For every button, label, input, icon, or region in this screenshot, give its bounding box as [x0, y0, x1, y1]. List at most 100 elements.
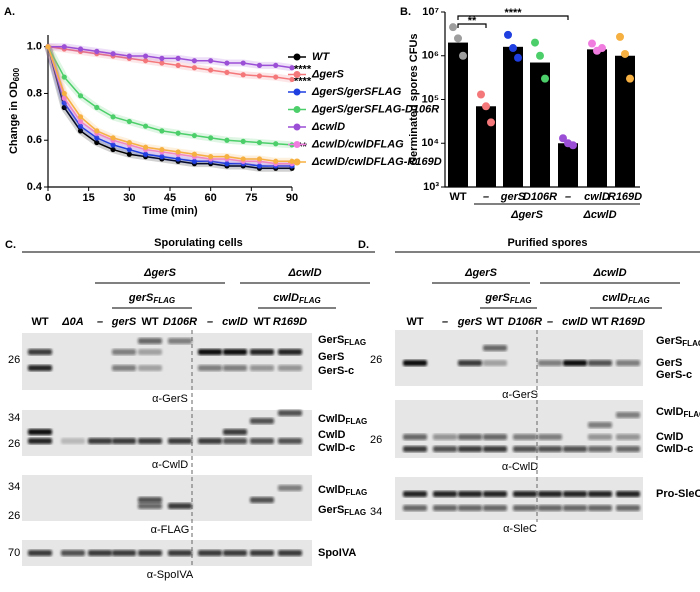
antibody-label: α-FLAG [151, 524, 190, 536]
marker [143, 144, 149, 150]
bar [587, 49, 607, 187]
data-point [449, 23, 457, 32]
band [538, 505, 562, 511]
group-label: ΔcwlD [582, 209, 616, 221]
bar [503, 46, 523, 188]
band [483, 345, 507, 351]
lane-label: – [442, 316, 448, 328]
band [28, 438, 52, 444]
mw-marker: 26 [8, 354, 20, 366]
bar [615, 55, 635, 187]
x-tick-label: gerS [500, 191, 526, 203]
data-point [569, 141, 577, 150]
antibody-label: α-CwlD [502, 461, 538, 473]
band [483, 491, 507, 497]
y-label-sub: 600 [12, 67, 21, 81]
band [616, 434, 640, 440]
y-tick-label: 10³ [423, 181, 439, 193]
band [250, 365, 274, 371]
band [168, 338, 192, 344]
data-point [541, 74, 549, 83]
marker [126, 118, 132, 125]
band [403, 434, 427, 440]
band [28, 550, 52, 556]
band [223, 365, 247, 371]
marker [273, 158, 279, 164]
band-label-sub: FLAG [344, 508, 366, 517]
band-label-main: GerS [318, 351, 344, 363]
band [588, 422, 612, 428]
band [168, 503, 192, 509]
x-tick-label: WT [449, 191, 466, 203]
marker [256, 62, 263, 68]
complement-group-sub: FLAG [628, 296, 650, 305]
band-label: Pro-SleC [656, 488, 700, 500]
complement-group-main: cwlD [273, 292, 299, 304]
marker [61, 74, 67, 80]
lane-label: D106R [163, 316, 197, 328]
band [88, 550, 112, 556]
y-label-main: Change in OD [8, 81, 20, 154]
band [403, 491, 427, 497]
marker [273, 141, 279, 147]
band [538, 360, 562, 366]
marker [175, 55, 181, 61]
mw-marker: 70 [8, 547, 20, 559]
data-point [598, 44, 606, 53]
legend-marker [293, 123, 301, 131]
band [538, 446, 562, 452]
band-label-main: GerS [656, 357, 682, 369]
marker [159, 146, 165, 153]
band [483, 434, 507, 440]
band [513, 491, 537, 497]
band [483, 505, 507, 511]
marker [273, 74, 279, 80]
marker [61, 90, 67, 97]
band-label: CwlD-c [318, 442, 355, 454]
panel-label: A. [4, 6, 15, 18]
band [250, 497, 274, 503]
band-label-main: CwlD [318, 429, 346, 441]
band [588, 491, 612, 497]
marker [126, 146, 132, 153]
complement-group-main: cwlD [602, 292, 628, 304]
band [458, 491, 482, 497]
band-label: CwlDFLAG [318, 413, 367, 426]
marker [191, 132, 197, 139]
mw-marker: 34 [370, 506, 382, 518]
mw-marker: 26 [370, 354, 382, 366]
band [588, 360, 612, 366]
data-point [509, 44, 517, 53]
antibody-label: α-SpoIVA [147, 569, 194, 581]
marker [208, 67, 214, 73]
marker [208, 154, 214, 160]
mw-marker: 26 [8, 510, 20, 522]
panel-label: B. [400, 6, 411, 18]
complement-group: gerSFLAG [484, 292, 531, 305]
lane-label: D106R [508, 316, 542, 328]
marker [224, 60, 230, 66]
band [616, 360, 640, 366]
marker [256, 139, 263, 146]
strain-group: ΔcwlD [287, 267, 321, 279]
band [112, 349, 136, 355]
band [250, 418, 274, 424]
band [138, 365, 162, 371]
band [28, 365, 52, 371]
x-tick-label: – [565, 191, 571, 203]
complement-group: cwlDFLAG [273, 292, 320, 305]
band [403, 446, 427, 452]
band-label: SpoIVA [318, 547, 356, 559]
marker [94, 135, 100, 141]
panel-label: D. [358, 239, 369, 251]
bar [558, 143, 578, 187]
band [28, 429, 52, 435]
mw-marker: 34 [8, 412, 20, 424]
x-tick-label: cwlD [584, 191, 610, 203]
x-tick-label: 45 [164, 192, 176, 204]
band [278, 349, 302, 355]
band [138, 338, 162, 344]
marker [289, 65, 295, 71]
complement-group-sub: FLAG [153, 296, 175, 305]
lane-label: R169D [611, 316, 645, 328]
